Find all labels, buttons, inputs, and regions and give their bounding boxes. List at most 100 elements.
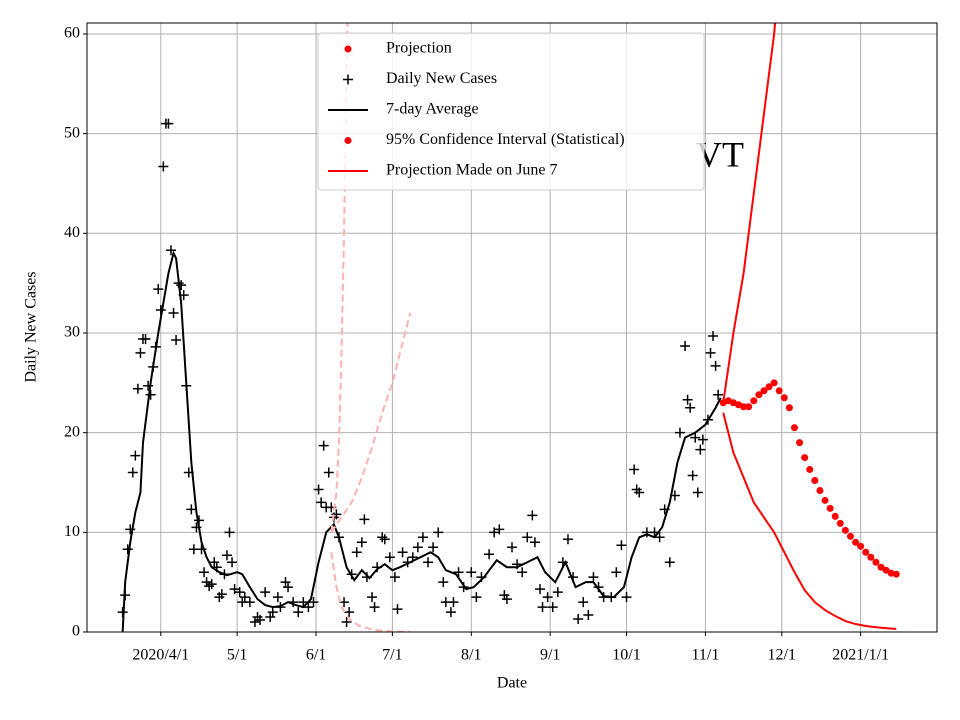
case-marker xyxy=(283,582,294,593)
projection-dot xyxy=(852,538,860,546)
case-marker xyxy=(125,524,136,535)
projection-dot xyxy=(862,548,870,556)
projection-dot xyxy=(806,466,814,474)
x-tick-label: 11/1 xyxy=(691,647,719,664)
x-tick-label: 7/1 xyxy=(382,647,402,664)
case-marker xyxy=(260,587,271,598)
projection-dot xyxy=(857,542,865,550)
case-marker xyxy=(438,577,449,588)
case-marker xyxy=(359,514,370,525)
case-marker xyxy=(713,389,724,400)
case-marker xyxy=(529,537,540,548)
case-marker xyxy=(578,597,589,608)
case-marker xyxy=(682,394,693,405)
case-marker xyxy=(239,592,250,603)
legend-marker xyxy=(343,74,353,85)
case-marker xyxy=(616,540,627,551)
case-marker xyxy=(313,484,324,495)
case-marker xyxy=(127,467,138,478)
case-marker xyxy=(588,572,599,583)
case-marker xyxy=(130,450,141,461)
projection-dot xyxy=(745,403,753,411)
ci-upper xyxy=(330,23,349,533)
line xyxy=(330,312,412,533)
y-tick-label: 0 xyxy=(72,623,80,640)
case-marker xyxy=(163,118,174,129)
projection-dot xyxy=(765,383,773,391)
case-marker xyxy=(573,614,584,625)
case-marker xyxy=(272,592,283,603)
case-marker xyxy=(377,532,388,543)
case-marker xyxy=(522,532,533,543)
case-marker xyxy=(255,615,266,626)
case-marker xyxy=(341,617,352,628)
case-marker xyxy=(221,550,232,561)
plot-frame xyxy=(86,22,938,633)
case-marker xyxy=(537,602,548,613)
case-marker xyxy=(298,597,309,608)
case-marker xyxy=(489,527,500,538)
case-marker xyxy=(224,527,235,538)
y-tick-label: 60 xyxy=(64,25,80,42)
case-marker xyxy=(331,509,342,520)
case-marker xyxy=(433,527,444,538)
case-marker xyxy=(417,532,428,543)
case-marker xyxy=(517,567,528,578)
x-tick-label: 2020/4/1 xyxy=(132,647,189,664)
case-marker xyxy=(176,280,187,291)
case-marker xyxy=(466,567,477,578)
case-marker xyxy=(423,557,434,568)
projection-dot xyxy=(836,519,844,527)
projection-dot xyxy=(796,439,804,447)
case-marker xyxy=(705,347,716,358)
case-marker xyxy=(199,567,210,578)
case-marker xyxy=(351,547,362,558)
case-marker xyxy=(168,308,179,319)
case-marker xyxy=(552,587,563,598)
case-marker xyxy=(527,510,538,521)
case-marker xyxy=(249,617,260,628)
legend-box xyxy=(317,32,705,191)
case-marker xyxy=(562,534,573,545)
ci-lower xyxy=(330,552,411,632)
case-marker xyxy=(316,497,327,508)
x-tick-label: 12/1 xyxy=(768,647,796,664)
case-marker xyxy=(687,470,698,481)
case-marker xyxy=(674,427,685,438)
case-marker xyxy=(621,592,632,603)
case-marker xyxy=(384,552,395,563)
x-tick-label: 8/1 xyxy=(461,647,481,664)
projection-dot xyxy=(872,558,880,566)
case-marker xyxy=(280,577,291,588)
case-marker xyxy=(204,581,215,592)
x-axis-label: Date xyxy=(497,675,527,692)
projection-dot xyxy=(755,391,763,399)
case-marker xyxy=(710,360,721,371)
case-marker xyxy=(583,610,594,621)
case-marker xyxy=(229,584,240,595)
case-marker xyxy=(507,542,517,553)
x-tick-label: 2021/1/1 xyxy=(832,647,889,664)
ci-upper xyxy=(722,23,777,403)
legend-marker xyxy=(344,137,352,144)
case-marker xyxy=(654,532,665,543)
x-tick-label: 10/1 xyxy=(612,647,640,664)
case-marker xyxy=(471,592,482,603)
case-marker xyxy=(542,592,553,603)
projection-dot xyxy=(785,404,793,412)
case-marker xyxy=(494,524,505,535)
case-marker xyxy=(708,330,719,341)
projection-dot xyxy=(821,496,829,504)
case-marker xyxy=(389,572,400,583)
projection-dot xyxy=(831,512,839,520)
case-marker xyxy=(234,587,245,598)
projection-dot xyxy=(867,553,875,561)
case-marker xyxy=(501,594,512,605)
projection-dot xyxy=(882,566,890,574)
y-axis-label: Daily New Cases xyxy=(23,271,40,382)
case-marker xyxy=(206,579,217,590)
case-marker xyxy=(695,444,706,455)
case-marker xyxy=(303,602,314,613)
case-marker xyxy=(692,487,703,498)
case-marker xyxy=(344,607,355,618)
